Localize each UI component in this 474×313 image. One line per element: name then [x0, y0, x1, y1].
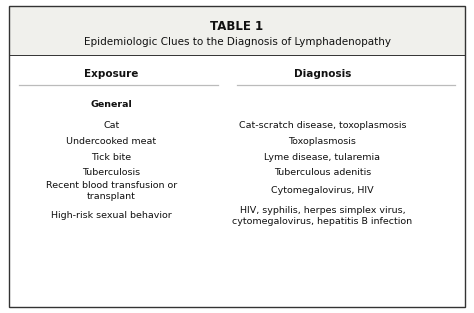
Text: Tuberculous adenitis: Tuberculous adenitis: [273, 168, 371, 177]
Text: Tuberculosis: Tuberculosis: [82, 168, 140, 177]
Text: Epidemiologic Clues to the Diagnosis of Lymphadenopathy: Epidemiologic Clues to the Diagnosis of …: [83, 37, 391, 47]
Bar: [9, 6, 465, 56]
Text: High-risk sexual behavior: High-risk sexual behavior: [51, 212, 172, 220]
Text: General: General: [91, 100, 132, 109]
Text: Lyme disease, tularemia: Lyme disease, tularemia: [264, 153, 380, 162]
Text: Tick bite: Tick bite: [91, 153, 131, 162]
Text: Cat: Cat: [103, 121, 119, 130]
Text: Exposure: Exposure: [84, 69, 138, 79]
Text: Cytomegalovirus, HIV: Cytomegalovirus, HIV: [271, 187, 374, 195]
Text: Recent blood transfusion or
transplant: Recent blood transfusion or transplant: [46, 181, 177, 201]
Text: Cat-scratch disease, toxoplasmosis: Cat-scratch disease, toxoplasmosis: [238, 121, 406, 130]
Text: Diagnosis: Diagnosis: [293, 69, 351, 79]
Text: Toxoplasmosis: Toxoplasmosis: [288, 137, 356, 146]
Text: Undercooked meat: Undercooked meat: [66, 137, 156, 146]
Text: HIV, syphilis, herpes simplex virus,
cytomegalovirus, hepatitis B infection: HIV, syphilis, herpes simplex virus, cyt…: [232, 206, 412, 226]
Text: TABLE 1: TABLE 1: [210, 20, 264, 33]
